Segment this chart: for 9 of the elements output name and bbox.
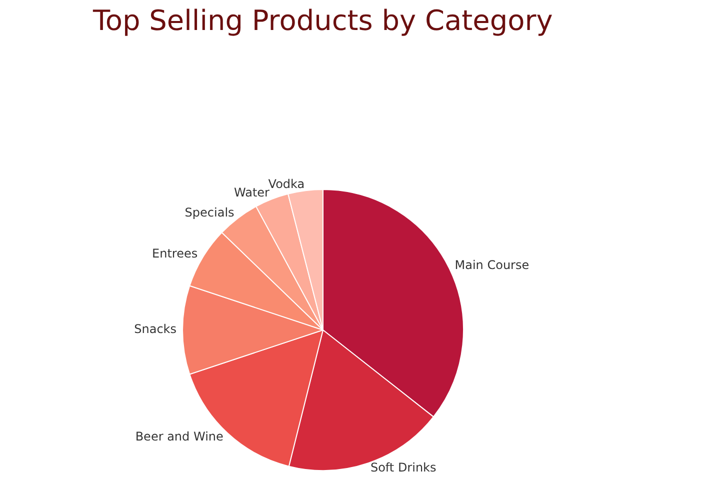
slice-label: Entrees xyxy=(152,246,198,260)
slice-label: Soft Drinks xyxy=(370,460,436,475)
slice-label: Water xyxy=(234,186,270,200)
slice-label: Specials xyxy=(184,206,234,220)
slice-label: Vodka xyxy=(268,176,305,191)
chart-title: Top Selling Products by Category xyxy=(93,4,553,37)
slice-label: Beer and Wine xyxy=(135,430,224,444)
slice-label: Main Course xyxy=(454,258,530,272)
slice-label: Snacks xyxy=(134,322,176,336)
